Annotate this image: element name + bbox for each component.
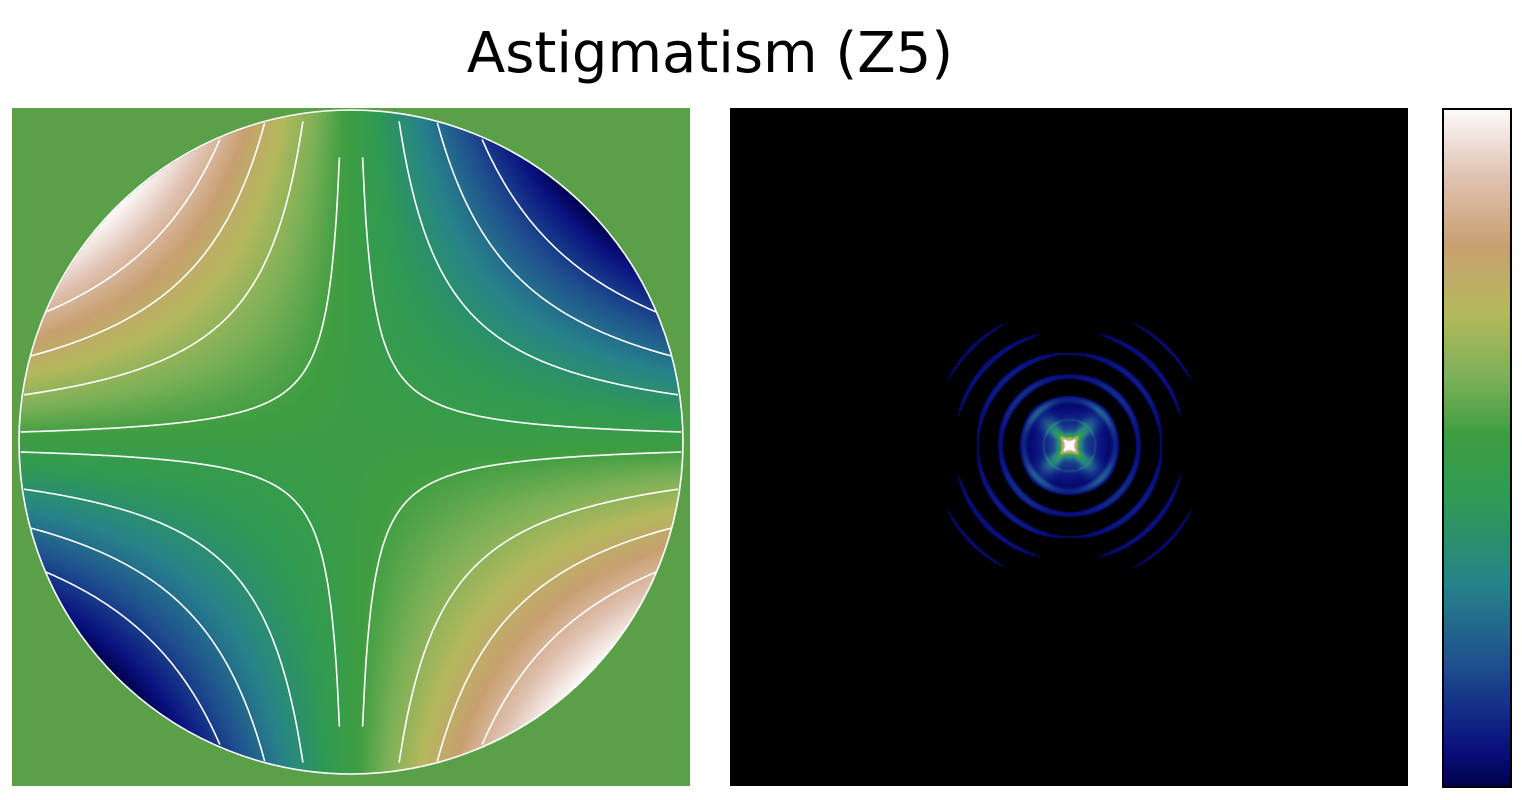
contour-line bbox=[398, 121, 679, 396]
contour-line bbox=[23, 121, 304, 396]
wavefront-contour-lines bbox=[18, 109, 684, 775]
contour-line bbox=[30, 527, 266, 762]
psf-intensity-image bbox=[730, 108, 1408, 786]
contour-line bbox=[45, 571, 221, 745]
contour-line bbox=[23, 488, 304, 763]
colorbar-frame bbox=[1442, 108, 1512, 788]
contour-line bbox=[361, 157, 682, 433]
contour-line bbox=[436, 527, 672, 762]
contour-line bbox=[361, 451, 682, 727]
contour-line bbox=[436, 122, 672, 357]
contour-line bbox=[30, 122, 266, 357]
contour-line bbox=[20, 157, 341, 433]
figure-title: Astigmatism (Z5) bbox=[466, 21, 954, 86]
contour-line bbox=[398, 488, 679, 763]
colorbar-gradient bbox=[1443, 109, 1511, 787]
contour-line bbox=[481, 139, 657, 313]
point-spread-function-panel bbox=[730, 108, 1408, 786]
contour-line bbox=[45, 139, 221, 313]
wavefront-map-panel bbox=[12, 108, 690, 786]
contour-line bbox=[20, 451, 341, 727]
contour-line bbox=[481, 571, 657, 745]
astigmatism-wavefront-image bbox=[12, 108, 690, 786]
colorbar bbox=[1442, 108, 1512, 788]
pupil-edge-contour bbox=[18, 109, 684, 775]
